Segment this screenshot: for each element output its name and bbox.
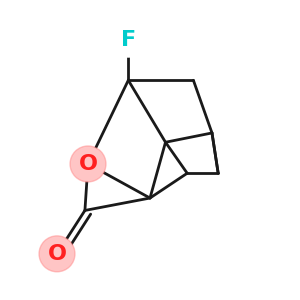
Circle shape — [40, 237, 74, 271]
Text: O: O — [79, 154, 98, 174]
Text: F: F — [121, 30, 136, 50]
Circle shape — [39, 236, 75, 272]
Text: O: O — [47, 244, 67, 264]
Circle shape — [71, 147, 105, 181]
Circle shape — [111, 23, 146, 57]
Circle shape — [70, 146, 106, 182]
